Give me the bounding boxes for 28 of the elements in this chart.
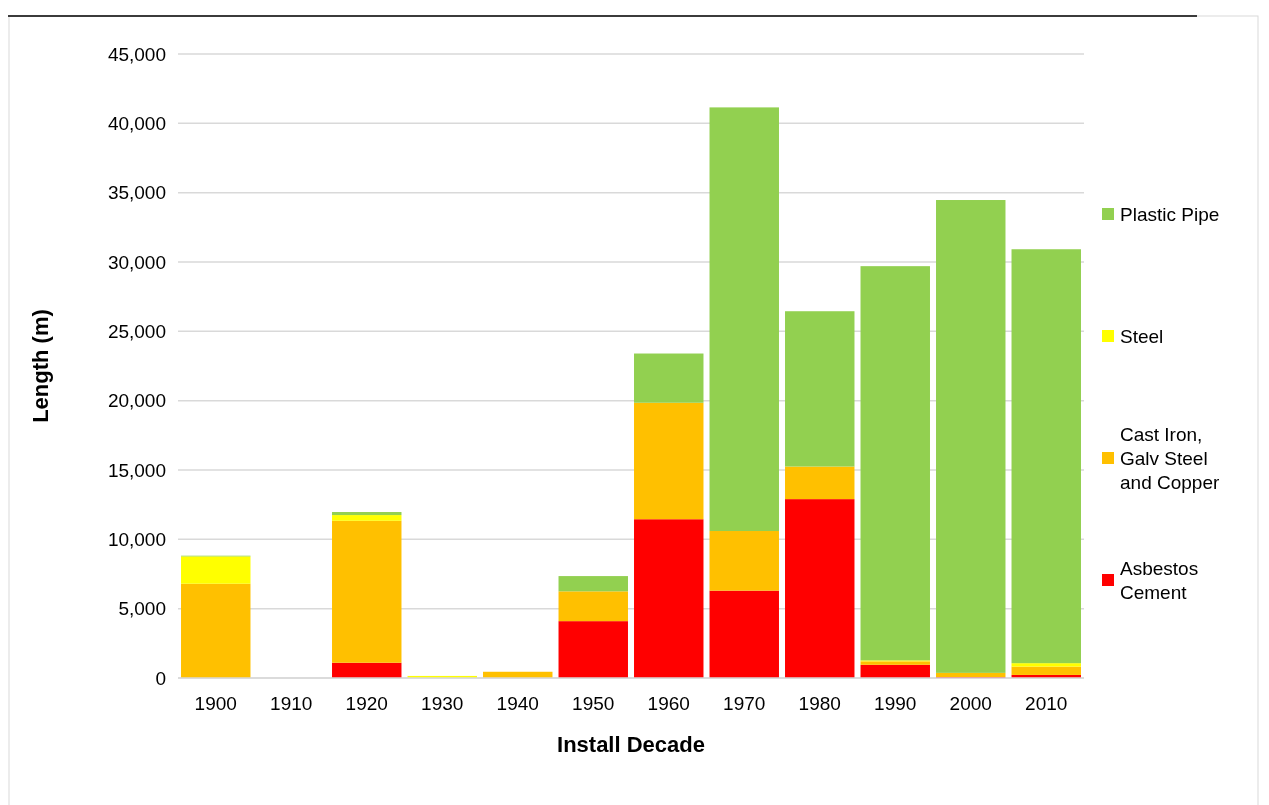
y-tick-label: 5,000: [118, 598, 166, 620]
x-tick-label: 1980: [798, 693, 841, 714]
y-tick-label: 35,000: [107, 182, 166, 204]
legend-label: Cast Iron, Galv Steel and Copper: [1120, 423, 1220, 493]
legend-label: Plastic Pipe: [1120, 203, 1220, 225]
x-tick-label: 1900: [194, 693, 237, 714]
legend-label: Asbestos Cement: [1120, 557, 1199, 603]
y-tick-label: 40,000: [107, 112, 166, 134]
x-axis-title: Install Decade: [557, 732, 705, 757]
x-tick-label: 1910: [270, 693, 313, 714]
x-tick-label: 2010: [1025, 693, 1068, 714]
y-tick-label: 30,000: [107, 251, 166, 273]
y-tick-label: 15,000: [107, 459, 166, 481]
y-axis-title: Length (m): [28, 309, 53, 423]
y-tick-label: 20,000: [107, 390, 166, 412]
x-tick-label: 1990: [874, 693, 917, 714]
y-tick-label: 45,000: [107, 43, 166, 65]
x-tick-label: 1950: [572, 693, 615, 714]
x-tick-label: 1920: [345, 693, 388, 714]
x-tick-label: 1960: [647, 693, 690, 714]
x-tick-label: 1940: [496, 693, 539, 714]
y-tick-label: 25,000: [107, 320, 166, 342]
x-tick-label: 1970: [723, 693, 766, 714]
x-tick-label: 2000: [949, 693, 992, 714]
legend-label: Steel: [1120, 325, 1164, 347]
x-tick-label: 1930: [421, 693, 464, 714]
y-tick-label: 10,000: [107, 528, 166, 550]
y-tick-label: 0: [155, 667, 166, 689]
